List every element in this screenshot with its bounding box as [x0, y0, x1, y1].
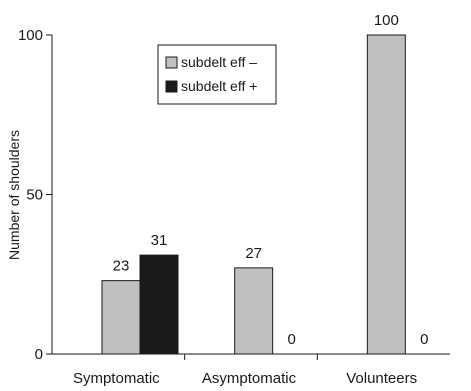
x-tick-label: Asymptomatic: [202, 370, 297, 387]
bar: [366, 34, 406, 355]
bar: [234, 267, 274, 355]
legend: subdelt eff – subdelt eff +: [157, 44, 277, 105]
y-tick-label: 100: [18, 27, 43, 44]
y-axis-title: Number of shoulders: [6, 130, 22, 260]
x-tick-label: Volunteers: [346, 370, 417, 387]
bars: [101, 34, 406, 355]
data-label: 27: [245, 245, 262, 262]
bar: [101, 280, 141, 355]
category-labels: Symptomatic Asymptomatic Volunteers: [73, 370, 417, 387]
y-tick-label: 0: [35, 346, 43, 363]
legend-label: subdelt eff +: [181, 78, 257, 94]
y-tick-label: 50: [26, 187, 43, 204]
legend-box: [157, 44, 277, 105]
x-ticks: [184, 354, 318, 360]
legend-swatch: [165, 80, 178, 93]
data-label: 23: [113, 258, 130, 275]
legend-swatch: [165, 56, 178, 69]
data-label: 0: [420, 331, 428, 348]
bar: [139, 254, 179, 355]
data-label: 0: [287, 331, 295, 348]
y-ticks: 0 50 100: [18, 27, 52, 363]
data-label: 100: [374, 12, 399, 29]
data-labels: 23 31 27 0 100 0: [113, 12, 429, 348]
legend-label: subdelt eff –: [181, 54, 257, 70]
data-label: 31: [151, 232, 168, 249]
x-tick-label: Symptomatic: [73, 370, 160, 387]
